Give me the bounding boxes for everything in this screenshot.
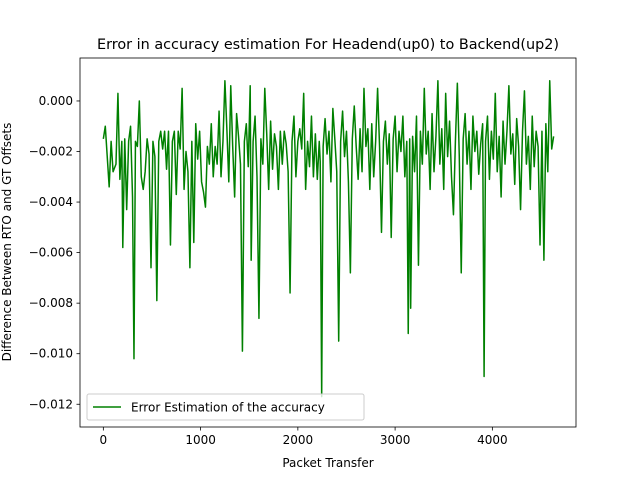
legend: Error Estimation of the accuracy [86, 393, 365, 421]
x-tick-label: 4000 [477, 433, 508, 447]
y-tick-label: −0.012 [29, 397, 73, 411]
series-line-0 [102, 80, 555, 398]
y-tick-label: −0.002 [29, 145, 73, 159]
y-tick-label: −0.006 [29, 246, 73, 260]
chart-title: Error in accuracy estimation For Headend… [97, 37, 559, 53]
x-tick-label: 2000 [283, 433, 314, 447]
series-layer [102, 80, 555, 398]
axes-frame [79, 57, 577, 428]
y-tick-label: 0.000 [39, 94, 73, 108]
y-tick-label: −0.010 [29, 347, 73, 361]
y-tick-label: −0.004 [29, 195, 73, 209]
y-axis: 0.000 −0.002 −0.004 −0.006 −0.008 −0.010 −0.01… [29, 94, 80, 411]
legend-box [86, 393, 365, 421]
y-axis-label: Difference Between RTO and GT Offsets [0, 123, 14, 362]
x-axis: 0 1000 2000 3000 4000 [100, 427, 508, 447]
x-axis-label: Packet Transfer [282, 456, 373, 470]
y-tick-label: −0.008 [29, 296, 73, 310]
x-tick-label: 1000 [185, 433, 216, 447]
legend-label: Error Estimation of the accuracy [131, 401, 325, 415]
plot-area [79, 57, 577, 428]
x-tick-label: 0 [100, 433, 108, 447]
x-tick-label: 3000 [380, 433, 411, 447]
